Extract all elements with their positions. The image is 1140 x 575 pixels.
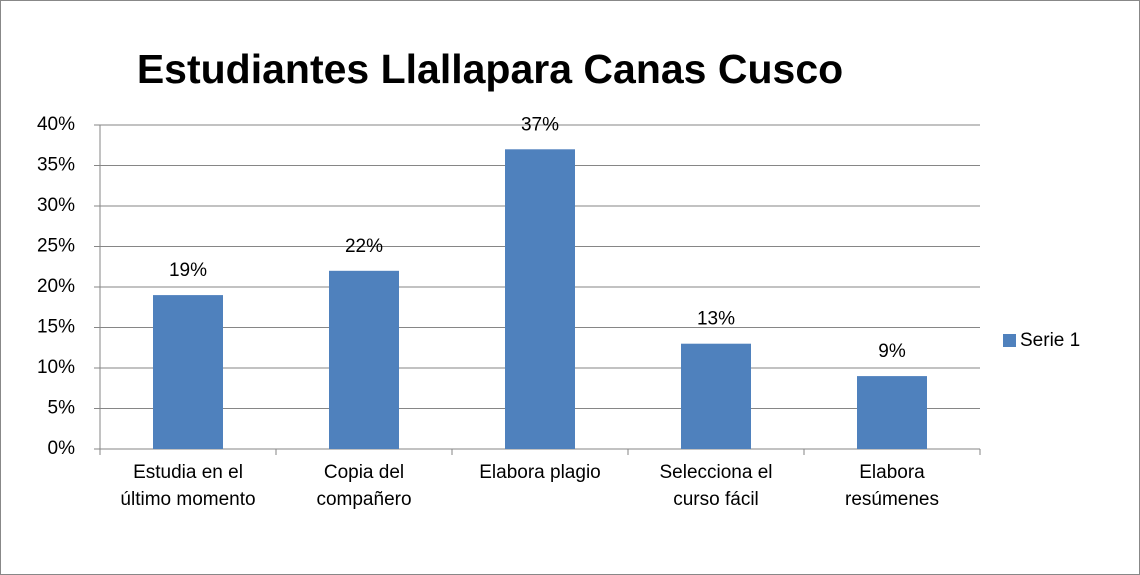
bar [857,376,927,449]
data-label: 37% [521,114,559,135]
legend-label: Serie 1 [1020,330,1080,351]
y-tick-label: 25% [37,236,75,257]
data-label: 9% [878,341,906,362]
x-tick-label: Estudia en el último momento [120,462,256,510]
y-tick-label: 35% [37,155,75,176]
y-tick-label: 40% [37,114,75,135]
bar [681,343,751,449]
y-tick-label: 10% [37,357,75,378]
x-tick-label: Copia del compañero [316,462,412,510]
x-tick-label: Elabora resúmenes [845,462,939,510]
data-label: 22% [345,236,383,257]
bar [505,149,575,450]
y-tick-label: 0% [48,438,76,459]
y-tick-label: 15% [37,317,75,338]
data-label: 13% [697,309,735,330]
chart-title: Estudiantes Llallapara Canas Cusco [137,46,843,92]
x-tick-label: Elabora plagio [479,462,601,483]
bar [153,295,223,449]
y-tick-label: 20% [37,276,75,297]
y-tick-label: 5% [48,398,76,419]
bar [329,270,399,449]
data-label: 19% [169,260,207,281]
legend-swatch [1003,334,1016,347]
x-tick-label: Selecciona el curso fácil [659,462,773,510]
y-tick-label: 30% [37,195,75,216]
